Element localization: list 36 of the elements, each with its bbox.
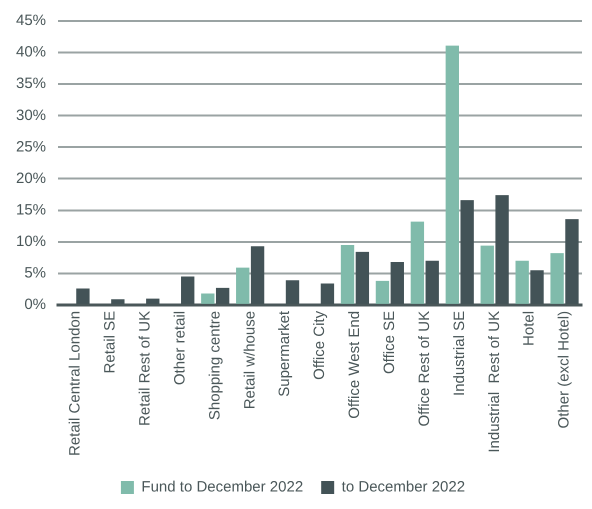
legend-label: Fund to December 2022	[141, 478, 304, 496]
bar	[376, 280, 390, 304]
x-tick-label: Office West End	[346, 310, 364, 419]
x-tick-label: Industrial Rest of UK	[486, 310, 503, 453]
y-tick-label: 15%	[16, 201, 46, 218]
y-tick-label: 5%	[24, 264, 46, 282]
x-tick-label: Office SE	[381, 310, 398, 374]
bar	[516, 260, 529, 304]
bar	[201, 294, 214, 304]
x-tick-label: Retail Central London	[66, 310, 84, 456]
legend-label: to December 2022	[342, 478, 466, 496]
bar	[410, 222, 424, 304]
bar	[236, 268, 250, 304]
x-tick-label: Other retail	[171, 310, 188, 386]
y-tick-label: 10%	[16, 232, 46, 250]
y-tick-label: 20%	[16, 170, 46, 187]
y-tick-label: 25%	[16, 138, 46, 156]
x-tick-label: Retail w/house	[241, 310, 258, 410]
y-tick-label: 45%	[16, 12, 46, 30]
y-tick-label: 0%	[24, 296, 46, 314]
bar	[550, 253, 564, 304]
y-tick-label: 30%	[16, 106, 46, 124]
x-tick-label: Hotel	[520, 310, 538, 346]
x-tick-label: Office Rest of UK	[416, 310, 433, 427]
x-tick-label: Shopping centre	[206, 310, 224, 420]
x-tick-label: Supermarket	[276, 310, 294, 397]
bar	[340, 244, 354, 304]
y-tick-label: 35%	[16, 75, 46, 92]
x-tick-label: Other (excl Hotel)	[556, 310, 573, 428]
x-tick-label: Retail Rest of UK	[136, 310, 154, 426]
x-tick-label: Retail SE	[102, 310, 119, 374]
bar	[446, 46, 459, 304]
x-tick-label: Office City	[311, 310, 328, 380]
y-tick-label: 40%	[16, 44, 46, 61]
bar	[480, 246, 494, 304]
x-tick-label: Industrial SE	[450, 310, 468, 396]
